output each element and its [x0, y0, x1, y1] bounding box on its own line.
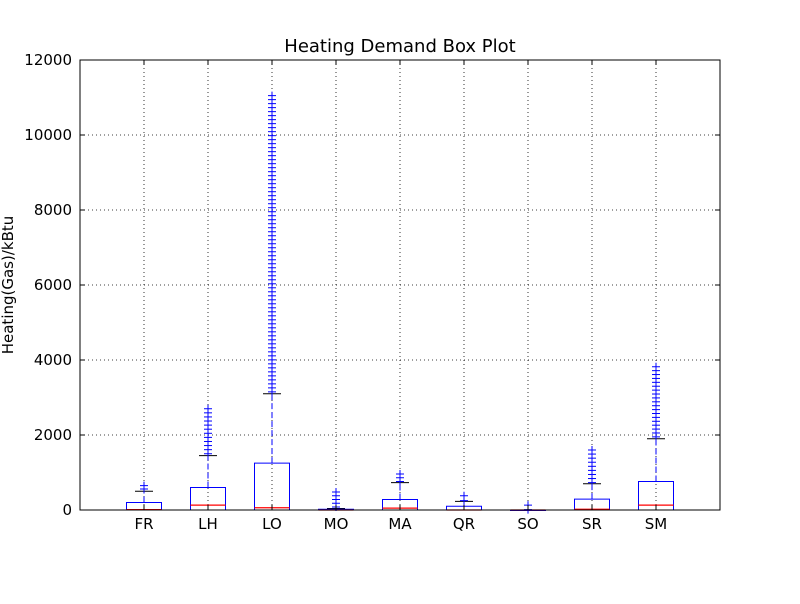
y-tick-label: 4000 [34, 351, 72, 369]
x-tick-label: FR [134, 515, 153, 533]
x-tick-label: SO [517, 515, 538, 533]
chart-title: Heating Demand Box Plot [284, 36, 515, 57]
x-tick-label: MA [388, 515, 412, 533]
outlier-marker [652, 362, 660, 371]
outlier-marker [396, 470, 404, 478]
x-tick-label: QR [453, 515, 475, 533]
y-tick-label: 6000 [34, 276, 72, 294]
x-tick-label: SM [645, 515, 667, 533]
outlier-marker [460, 491, 468, 500]
ticks-layer: 0 2000 4000 6000 8000 10000 12000 FR LH LO MO MA QR S… [24, 51, 720, 533]
box-lo [254, 91, 290, 511]
y-tick-label: 0 [62, 501, 72, 519]
outlier-marker [332, 488, 340, 496]
box-lh [190, 404, 226, 511]
y-tick-label: 2000 [34, 426, 72, 444]
y-tick-label: 10000 [24, 126, 72, 144]
outlier-marker [268, 91, 276, 100]
outlier-marker [588, 446, 596, 454]
x-tick-label: SR [582, 515, 602, 533]
x-tick-label: LO [262, 515, 282, 533]
outlier-marker [140, 481, 148, 490]
x-tick-label: MO [324, 515, 349, 533]
outlier-marker [204, 404, 212, 413]
box-sm [638, 362, 674, 511]
y-axis-label: Heating(Gas)/kBtu [0, 216, 17, 355]
x-tick-label: LH [198, 515, 218, 533]
y-tick-label: 8000 [34, 201, 72, 219]
y-tick-label: 12000 [24, 51, 72, 69]
